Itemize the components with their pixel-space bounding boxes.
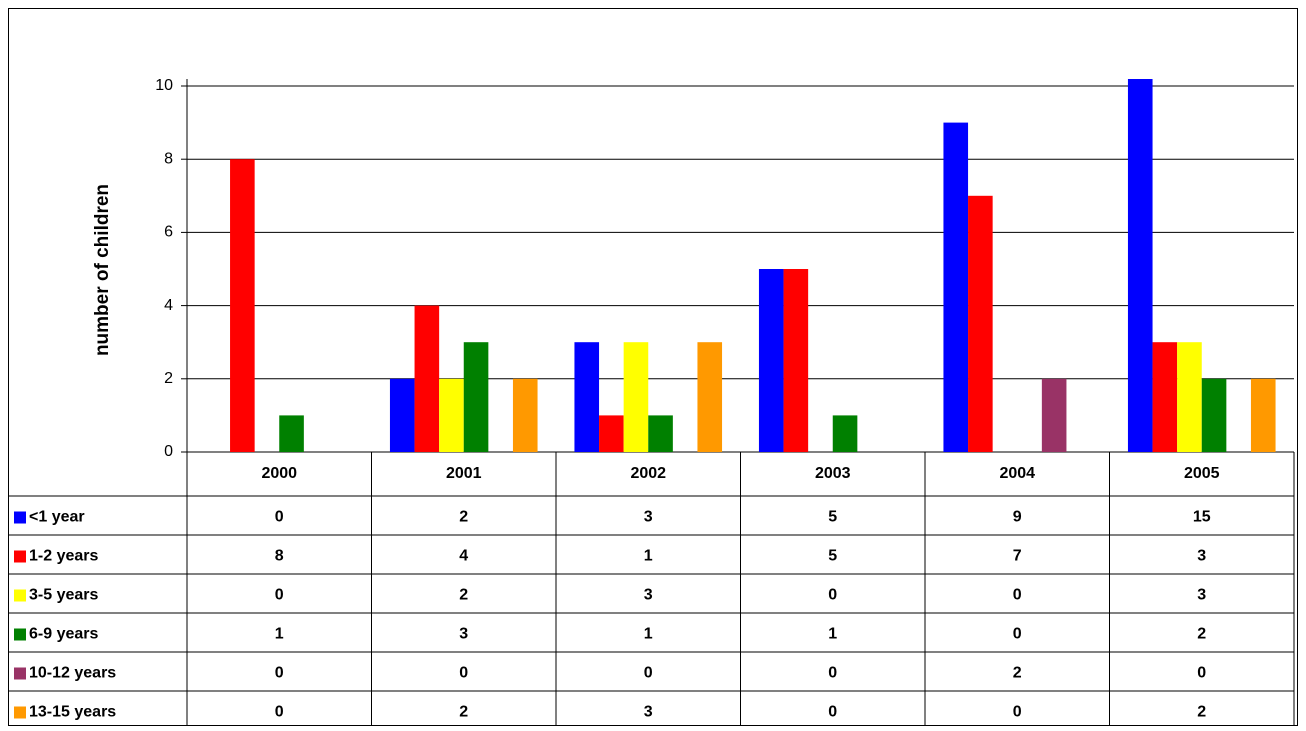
table-value: 5 — [828, 509, 837, 526]
bar — [1201, 378, 1227, 452]
bar — [623, 342, 649, 452]
legend-key — [14, 706, 26, 719]
y-axis-title: number of children — [92, 184, 113, 356]
legend-key — [14, 628, 26, 641]
bar — [599, 415, 624, 452]
table-value: 2 — [1197, 704, 1206, 721]
table-value: 0 — [828, 704, 837, 721]
bar — [1152, 342, 1178, 452]
legend-label: <1 year — [29, 509, 85, 526]
table-value: 1 — [275, 626, 284, 643]
table-value: 0 — [828, 665, 837, 682]
bar — [230, 159, 255, 452]
table-value: 0 — [275, 665, 284, 682]
chart-border — [8, 8, 1298, 726]
x-tick-label: 2004 — [999, 465, 1035, 482]
table-value: 5 — [828, 548, 837, 565]
table-value: 4 — [459, 548, 468, 565]
table-value: 1 — [644, 548, 653, 565]
table-value: 3 — [1197, 587, 1206, 604]
bar — [1177, 342, 1202, 452]
table-value: 0 — [275, 587, 284, 604]
legend-key — [14, 550, 26, 563]
bar — [279, 415, 304, 452]
y-tick-label: 6 — [164, 224, 173, 241]
y-tick-label: 10 — [155, 77, 173, 94]
legend-label: 1-2 years — [29, 548, 98, 565]
bar — [832, 415, 858, 452]
table-value: 2 — [459, 509, 468, 526]
table-value: 1 — [828, 626, 837, 643]
legend-key — [14, 667, 26, 680]
table-value: 3 — [644, 509, 653, 526]
table-value: 1 — [644, 626, 653, 643]
bar — [512, 378, 538, 452]
y-tick-label: 0 — [164, 443, 173, 460]
table-value: 0 — [275, 704, 284, 721]
table-value: 2 — [1013, 665, 1022, 682]
table-value: 0 — [828, 587, 837, 604]
x-tick-label: 2005 — [1184, 465, 1220, 482]
bar — [389, 378, 415, 452]
bar — [943, 122, 969, 452]
legend-key — [14, 511, 26, 524]
bar — [648, 415, 673, 452]
bar — [439, 378, 464, 452]
bar — [1041, 378, 1067, 452]
y-tick-label: 4 — [164, 297, 173, 314]
bar — [414, 305, 440, 452]
x-tick-label: 2003 — [815, 465, 851, 482]
legend-label: 10-12 years — [29, 665, 116, 682]
bar — [574, 342, 600, 452]
table-value: 3 — [644, 587, 653, 604]
table-value: 3 — [459, 626, 468, 643]
bar — [1127, 79, 1153, 452]
table-value: 0 — [1013, 587, 1022, 604]
table-value: 0 — [1197, 665, 1206, 682]
table-value: 0 — [644, 665, 653, 682]
legend-label: 3-5 years — [29, 587, 98, 604]
x-tick-label: 2002 — [630, 465, 666, 482]
table-value: 0 — [1013, 626, 1022, 643]
x-tick-label: 2001 — [446, 465, 482, 482]
x-tick-label: 2000 — [261, 465, 297, 482]
table-value: 2 — [1197, 626, 1206, 643]
table-value: 7 — [1013, 548, 1022, 565]
legend-label: 6-9 years — [29, 626, 98, 643]
bar — [783, 269, 809, 452]
table-value: 3 — [644, 704, 653, 721]
legend-label: 13-15 years — [29, 704, 116, 721]
bar — [968, 195, 993, 453]
bar — [1250, 378, 1276, 452]
table-value: 0 — [459, 665, 468, 682]
table-value: 0 — [275, 509, 284, 526]
table-value: 8 — [275, 548, 284, 565]
bar — [697, 342, 723, 452]
bar — [758, 269, 784, 452]
table-value: 0 — [1013, 704, 1022, 721]
table-value: 3 — [1197, 548, 1206, 565]
y-tick-label: 2 — [164, 370, 173, 387]
table-value: 2 — [459, 704, 468, 721]
legend-key — [14, 589, 26, 602]
y-tick-label: 8 — [164, 150, 173, 167]
bar — [463, 342, 489, 452]
table-value: 15 — [1193, 509, 1211, 526]
table-value: 2 — [459, 587, 468, 604]
table-value: 9 — [1013, 509, 1022, 526]
